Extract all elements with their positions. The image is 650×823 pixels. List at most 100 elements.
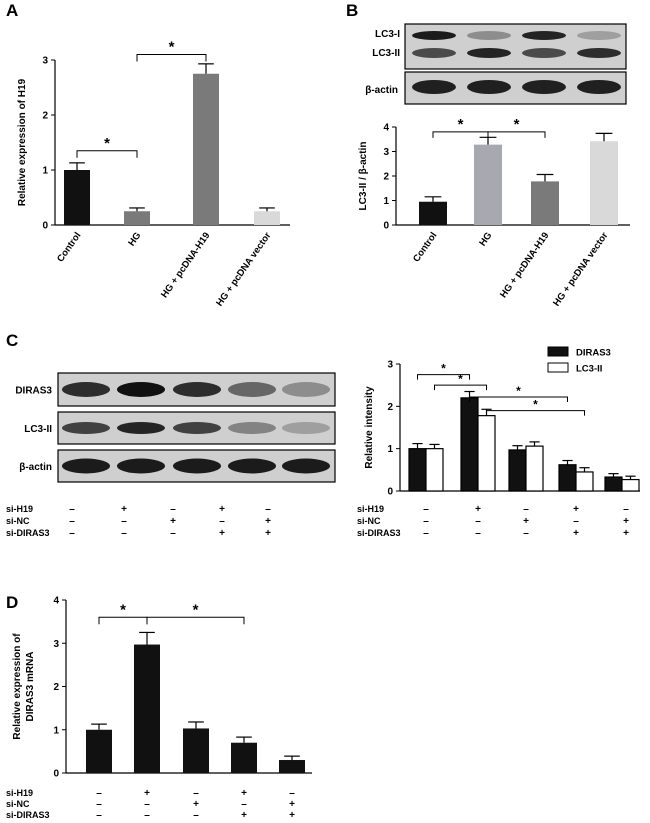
chart-b-bar xyxy=(590,141,618,225)
western-blot-b: LC3-I LC3-II β-actin xyxy=(365,23,627,105)
conditions-c-chart-mark: + xyxy=(475,504,481,515)
chart-d-bar xyxy=(183,728,209,773)
blot-b-lc3ii-label: LC3-II xyxy=(372,48,400,59)
chart-d-bar xyxy=(279,760,305,773)
chart-d-y-tick-label: 1 xyxy=(53,725,59,736)
blot-b-lc3i-band xyxy=(522,31,566,40)
chart-c-y-tick-label: 2 xyxy=(387,402,393,413)
panel-label-b: B xyxy=(346,1,358,20)
chart-c-y-tick-label: 3 xyxy=(387,360,393,371)
chart-d-y-tick-label: 3 xyxy=(53,639,59,650)
blot-b-lc3ii-band xyxy=(522,48,566,58)
blot-b-lc3i-band xyxy=(412,31,456,40)
conditions-d-mark: – xyxy=(289,788,295,799)
conditions-d-mark: – xyxy=(241,799,247,810)
conditions-d-mark: + xyxy=(241,788,247,799)
blot-c-band xyxy=(282,422,330,434)
conditions-c-chart-mark: – xyxy=(423,504,429,515)
chart-c-significance-star: * xyxy=(516,384,521,398)
conditions-c-blot-row-label: si-H19 xyxy=(6,504,33,514)
panel-label-a: A xyxy=(6,1,18,20)
chart-a-y-tick-label: 1 xyxy=(42,166,48,177)
conditions-c-chart-row-label: si-H19 xyxy=(357,504,384,514)
chart-c-diras3-bar xyxy=(604,476,623,492)
conditions-c-blot-mark: – xyxy=(121,528,127,539)
conditions-c-blot-mark: – xyxy=(69,516,75,527)
conditions-c-chart-mark: + xyxy=(573,504,579,515)
conditions-table-c-chart: si-H19– + – + –si-NC – – + – +si-DIRAS3– – – + + xyxy=(357,504,629,539)
conditions-c-blot-mark: + xyxy=(219,504,225,515)
conditions-c-blot-mark: – xyxy=(170,528,176,539)
chart-c-lc3-ii-bar xyxy=(525,445,544,492)
conditions-c-blot-mark: – xyxy=(121,516,127,527)
conditions-d-mark: + xyxy=(144,788,150,799)
chart-c-significance-star: * xyxy=(458,372,463,386)
chart-a-bar xyxy=(254,211,280,225)
chart-c-significance-bracket xyxy=(486,410,585,416)
chart-b-bar xyxy=(419,201,447,225)
conditions-d-mark: – xyxy=(193,788,199,799)
chart-b-bar xyxy=(474,144,502,225)
panel-label-d: D xyxy=(6,593,18,612)
chart-d: 0 1 2 3 4 Relative expression of DIRAS3 mRNA * * xyxy=(12,596,312,780)
chart-c-diras3-bar xyxy=(408,448,427,492)
conditions-c-blot-mark: + xyxy=(170,516,176,527)
chart-c-diras3-bar xyxy=(460,397,479,492)
conditions-c-chart-row-label: si-DIRAS3 xyxy=(357,528,401,538)
chart-a: 0 1 2 3 Relative expression of H19 Control HG H… xyxy=(17,39,290,308)
conditions-c-blot-mark: + xyxy=(265,516,271,527)
blot-b-actin-band xyxy=(522,80,566,94)
chart-a-significance-bracket xyxy=(136,54,207,62)
chart-d-bar xyxy=(231,742,257,773)
blot-b-lc3ii-band xyxy=(467,48,511,58)
chart-d-y-axis-label: DIRAS3 mRNA xyxy=(25,651,36,721)
chart-a-bar xyxy=(193,73,219,225)
chart-a-significance-star: * xyxy=(169,39,175,56)
conditions-c-blot-mark: + xyxy=(265,528,271,539)
conditions-d-mark: + xyxy=(241,810,247,821)
blot-b-actin-band xyxy=(577,80,621,94)
conditions-d-mark: – xyxy=(96,810,102,821)
conditions-d-mark: – xyxy=(96,788,102,799)
chart-c-significance-bracket xyxy=(434,384,487,391)
blot-c-band xyxy=(228,458,276,474)
blot-c-band xyxy=(228,382,276,397)
panel-label-c: C xyxy=(6,331,18,350)
chart-b-significance-star: * xyxy=(514,116,520,133)
chart-c: 0 1 2 3 Relative intensity * * * * DIRAS3 LC3-II xyxy=(364,346,640,498)
blot-b-lc3i-band xyxy=(467,31,511,40)
chart-a-y-tick-label: 2 xyxy=(42,111,48,122)
blot-b-actin-band xyxy=(467,80,511,94)
conditions-c-chart-mark: – xyxy=(475,528,481,539)
chart-b-y-tick-label: 1 xyxy=(383,196,389,207)
chart-c-legend-swatch xyxy=(547,346,569,357)
blot-c-band xyxy=(117,382,165,397)
conditions-c-chart-mark: + xyxy=(623,528,629,539)
chart-b-category-label: HG + pcDNA vector xyxy=(551,230,610,308)
chart-d-bar xyxy=(134,644,160,773)
chart-c-significance-bracket xyxy=(469,396,568,403)
chart-d-significance-bracket xyxy=(146,616,245,625)
conditions-c-blot-mark: + xyxy=(121,504,127,515)
conditions-c-chart-mark: – xyxy=(523,528,529,539)
chart-c-lc3-ii-bar xyxy=(477,415,496,492)
chart-c-legend-label: DIRAS3 xyxy=(576,348,611,359)
chart-a-y-tick-label: 0 xyxy=(42,221,48,232)
blot-c-row-label: β-actin xyxy=(19,462,52,473)
blot-b-actin-band xyxy=(412,80,456,94)
chart-b-category-label: HG xyxy=(477,230,494,248)
conditions-c-blot-mark: – xyxy=(69,504,75,515)
conditions-c-blot-mark: – xyxy=(69,528,75,539)
chart-b-y-tick-label: 4 xyxy=(383,123,389,134)
chart-b-significance-bracket xyxy=(487,131,546,138)
chart-a-category-label: HG xyxy=(126,230,143,248)
conditions-c-chart-mark: + xyxy=(523,516,529,527)
conditions-c-chart-mark: – xyxy=(423,516,429,527)
chart-c-legend-label: LC3-II xyxy=(576,364,602,375)
chart-c-lc3-ii-bar xyxy=(575,471,594,492)
chart-a-y-tick-label: 3 xyxy=(42,56,48,67)
conditions-d-mark: + xyxy=(289,799,295,810)
chart-a-significance-star: * xyxy=(104,135,110,152)
